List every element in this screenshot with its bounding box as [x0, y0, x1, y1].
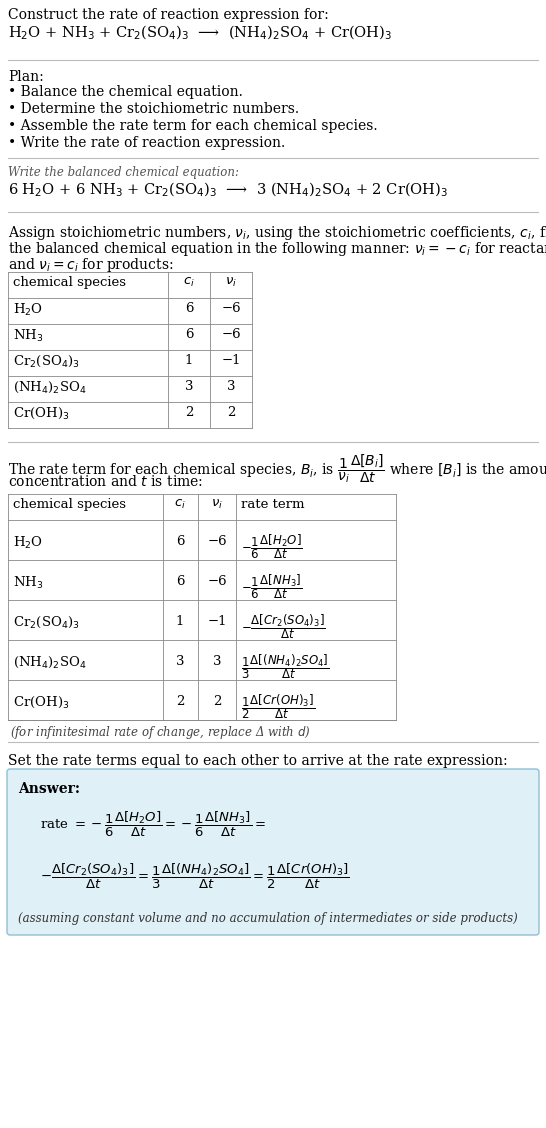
Text: • Balance the chemical equation.: • Balance the chemical equation.	[8, 85, 243, 99]
Text: Cr(OH)$_3$: Cr(OH)$_3$	[13, 406, 69, 421]
Text: $\dfrac{1}{3}\dfrac{\Delta[(NH_4)_2SO_4]}{\Delta t}$: $\dfrac{1}{3}\dfrac{\Delta[(NH_4)_2SO_4]…	[241, 652, 330, 681]
Text: Plan:: Plan:	[8, 70, 44, 83]
Text: $c_i$: $c_i$	[174, 497, 186, 511]
Text: (NH$_4$)$_2$SO$_4$: (NH$_4$)$_2$SO$_4$	[13, 655, 87, 670]
Text: 3: 3	[176, 655, 184, 668]
Text: 2: 2	[185, 406, 193, 418]
Text: 2: 2	[227, 406, 235, 418]
Text: Cr$_2$(SO$_4$)$_3$: Cr$_2$(SO$_4$)$_3$	[13, 354, 80, 369]
Text: $\nu_i$: $\nu_i$	[211, 497, 223, 511]
Text: chemical species: chemical species	[13, 497, 126, 511]
Text: 1: 1	[176, 615, 184, 628]
Text: Cr(OH)$_3$: Cr(OH)$_3$	[13, 695, 69, 711]
Text: 3: 3	[213, 655, 221, 668]
Text: −6: −6	[207, 575, 227, 588]
Text: concentration and $t$ is time:: concentration and $t$ is time:	[8, 474, 203, 490]
Text: 6: 6	[176, 535, 184, 548]
Text: 1: 1	[185, 354, 193, 367]
Text: 6: 6	[185, 302, 193, 315]
Text: Construct the rate of reaction expression for:: Construct the rate of reaction expressio…	[8, 8, 329, 23]
Text: Answer:: Answer:	[18, 782, 80, 796]
Text: 6 H$_2$O + 6 NH$_3$ + Cr$_2$(SO$_4$)$_3$  ⟶  3 (NH$_4$)$_2$SO$_4$ + 2 Cr(OH)$_3$: 6 H$_2$O + 6 NH$_3$ + Cr$_2$(SO$_4$)$_3$…	[8, 180, 448, 200]
Text: 3: 3	[227, 380, 235, 393]
Text: rate $= -\dfrac{1}{6}\dfrac{\Delta[H_2O]}{\Delta t} = -\dfrac{1}{6}\dfrac{\Delta: rate $= -\dfrac{1}{6}\dfrac{\Delta[H_2O]…	[40, 810, 266, 839]
Text: NH$_3$: NH$_3$	[13, 328, 43, 344]
Text: NH$_3$: NH$_3$	[13, 575, 43, 591]
Text: 2: 2	[176, 695, 184, 708]
Text: The rate term for each chemical species, $B_i$, is $\dfrac{1}{\nu_i}\dfrac{\Delt: The rate term for each chemical species,…	[8, 452, 546, 485]
Text: Set the rate terms equal to each other to arrive at the rate expression:: Set the rate terms equal to each other t…	[8, 754, 508, 768]
Text: the balanced chemical equation in the following manner: $\nu_i = -c_i$ for react: the balanced chemical equation in the fo…	[8, 240, 546, 258]
Text: $\nu_i$: $\nu_i$	[225, 276, 237, 289]
Text: • Write the rate of reaction expression.: • Write the rate of reaction expression.	[8, 136, 285, 150]
Text: chemical species: chemical species	[13, 276, 126, 289]
Text: $-\dfrac{\Delta[Cr_2(SO_4)_3]}{\Delta t}$: $-\dfrac{\Delta[Cr_2(SO_4)_3]}{\Delta t}…	[241, 613, 326, 641]
Text: Write the balanced chemical equation:: Write the balanced chemical equation:	[8, 166, 239, 179]
Text: • Determine the stoichiometric numbers.: • Determine the stoichiometric numbers.	[8, 102, 299, 116]
Text: H$_2$O: H$_2$O	[13, 302, 43, 318]
Text: −6: −6	[207, 535, 227, 548]
Text: 6: 6	[185, 328, 193, 341]
Text: Assign stoichiometric numbers, $\nu_i$, using the stoichiometric coefficients, $: Assign stoichiometric numbers, $\nu_i$, …	[8, 224, 546, 243]
Text: −6: −6	[221, 328, 241, 341]
Text: −6: −6	[221, 302, 241, 315]
Text: 2: 2	[213, 695, 221, 708]
Text: (NH$_4$)$_2$SO$_4$: (NH$_4$)$_2$SO$_4$	[13, 380, 87, 395]
Text: and $\nu_i = c_i$ for products:: and $\nu_i = c_i$ for products:	[8, 256, 174, 274]
Text: H$_2$O: H$_2$O	[13, 535, 43, 552]
Text: (for infinitesimal rate of change, replace Δ with $d$): (for infinitesimal rate of change, repla…	[10, 724, 311, 741]
Text: −1: −1	[207, 615, 227, 628]
Text: rate term: rate term	[241, 497, 305, 511]
Text: (assuming constant volume and no accumulation of intermediates or side products): (assuming constant volume and no accumul…	[18, 913, 518, 925]
Text: • Assemble the rate term for each chemical species.: • Assemble the rate term for each chemic…	[8, 118, 378, 133]
Text: $-\dfrac{\Delta[Cr_2(SO_4)_3]}{\Delta t} = \dfrac{1}{3}\dfrac{\Delta[(NH_4)_2SO_: $-\dfrac{\Delta[Cr_2(SO_4)_3]}{\Delta t}…	[40, 862, 350, 891]
Text: $-\dfrac{1}{6}\dfrac{\Delta[NH_3]}{\Delta t}$: $-\dfrac{1}{6}\dfrac{\Delta[NH_3]}{\Delt…	[241, 572, 302, 601]
Text: H$_2$O + NH$_3$ + Cr$_2$(SO$_4$)$_3$  ⟶  (NH$_4$)$_2$SO$_4$ + Cr(OH)$_3$: H$_2$O + NH$_3$ + Cr$_2$(SO$_4$)$_3$ ⟶ (…	[8, 24, 392, 43]
Text: −1: −1	[221, 354, 241, 367]
Text: Cr$_2$(SO$_4$)$_3$: Cr$_2$(SO$_4$)$_3$	[13, 615, 80, 631]
FancyBboxPatch shape	[7, 769, 539, 935]
Text: 6: 6	[176, 575, 184, 588]
Text: $c_i$: $c_i$	[183, 276, 195, 289]
Text: $\dfrac{1}{2}\dfrac{\Delta[Cr(OH)_3]}{\Delta t}$: $\dfrac{1}{2}\dfrac{\Delta[Cr(OH)_3]}{\D…	[241, 691, 315, 721]
Text: 3: 3	[185, 380, 193, 393]
Text: $-\dfrac{1}{6}\dfrac{\Delta[H_2O]}{\Delta t}$: $-\dfrac{1}{6}\dfrac{\Delta[H_2O]}{\Delt…	[241, 532, 302, 561]
